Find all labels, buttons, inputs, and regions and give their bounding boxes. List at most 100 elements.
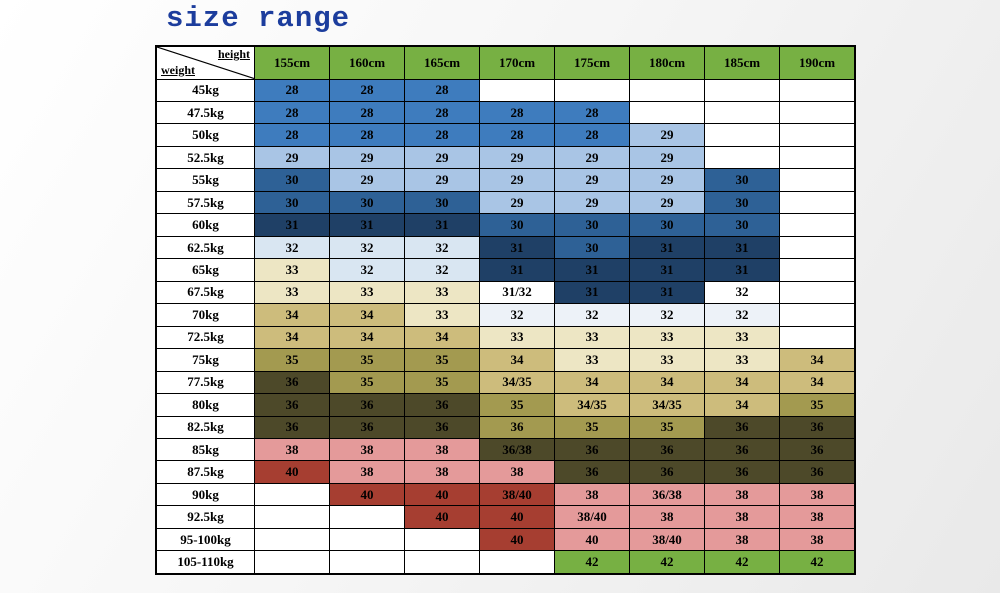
- row-header-72.5kg: 72.5kg: [155, 325, 255, 350]
- size-cell: 38: [554, 482, 630, 507]
- size-cell: 36: [629, 460, 705, 484]
- row-header-90kg: 90kg: [155, 482, 255, 507]
- table-row: 72.5kg 34 34 34 33 33 33 33: [155, 325, 856, 350]
- size-cell: 35: [254, 348, 330, 372]
- empty-cell: [329, 550, 405, 575]
- size-cell: 28: [479, 100, 555, 125]
- empty-cell: [779, 190, 856, 215]
- column-header-155cm: 155cm: [254, 45, 330, 80]
- size-cell: 28: [404, 100, 480, 125]
- size-cell: 29: [629, 145, 705, 170]
- size-cell: 36: [704, 460, 780, 484]
- size-cell: 33: [629, 325, 705, 350]
- empty-cell: [554, 78, 630, 102]
- weight-axis-label: weight: [161, 62, 195, 77]
- size-cell: 28: [254, 100, 330, 125]
- table-row: 60kg 31 31 31 30 30 30 30: [155, 213, 856, 237]
- size-cell: 31/32: [479, 280, 555, 305]
- row-header-55kg: 55kg: [155, 168, 255, 192]
- table-row: 85kg 38 38 38 36/38 36 36 36 36: [155, 437, 856, 462]
- size-cell: 34: [254, 325, 330, 350]
- height-axis-label: height: [217, 47, 250, 61]
- size-cell: 38: [779, 505, 856, 529]
- size-cell: 33: [479, 325, 555, 350]
- size-cell: 38: [629, 505, 705, 529]
- size-cell: 29: [404, 145, 480, 170]
- size-cell: 30: [254, 168, 330, 192]
- size-cell: 36: [404, 415, 480, 440]
- size-cell: 28: [254, 123, 330, 147]
- size-cell: 38: [329, 437, 405, 462]
- table-row: 75kg 35 35 35 34 33 33 33 34: [155, 348, 856, 372]
- row-header-67.5kg: 67.5kg: [155, 280, 255, 305]
- size-cell: 29: [404, 168, 480, 192]
- size-cell: 29: [629, 123, 705, 147]
- size-cell: 38: [479, 460, 555, 484]
- row-header-70kg: 70kg: [155, 303, 255, 327]
- size-cell: 32: [329, 258, 405, 282]
- table-row: 55kg 30 29 29 29 29 29 30: [155, 168, 856, 192]
- size-cell: 34: [479, 348, 555, 372]
- size-cell: 33: [554, 325, 630, 350]
- size-cell: 42: [554, 550, 630, 575]
- size-cell: 38: [254, 437, 330, 462]
- size-cell: 28: [554, 123, 630, 147]
- size-cell: 36/38: [629, 482, 705, 507]
- column-header-185cm: 185cm: [704, 45, 780, 80]
- size-cell: 33: [554, 348, 630, 372]
- table-row: 50kg 28 28 28 28 28 29: [155, 123, 856, 147]
- column-header-175cm: 175cm: [554, 45, 630, 80]
- size-cell: 32: [554, 303, 630, 327]
- size-cell: 42: [629, 550, 705, 575]
- size-cell: 31: [629, 258, 705, 282]
- size-cell: 31: [479, 235, 555, 260]
- size-cell: 35: [479, 393, 555, 417]
- size-cell: 34: [254, 303, 330, 327]
- size-cell: 28: [404, 123, 480, 147]
- size-cell: 33: [404, 303, 480, 327]
- size-cell: 36: [329, 393, 405, 417]
- row-header-47.5kg: 47.5kg: [155, 100, 255, 125]
- row-header-57.5kg: 57.5kg: [155, 190, 255, 215]
- size-cell: 34: [404, 325, 480, 350]
- size-cell: 36: [779, 437, 856, 462]
- diagonal-divider-line: [157, 47, 254, 78]
- size-cell: 30: [704, 168, 780, 192]
- row-header-62.5kg: 62.5kg: [155, 235, 255, 260]
- table-row: 82.5kg 36 36 36 36 35 35 36 36: [155, 415, 856, 440]
- size-cell: 32: [329, 235, 405, 260]
- size-cell: 40: [404, 505, 480, 529]
- size-cell: 28: [329, 78, 405, 102]
- size-cell: 38: [404, 460, 480, 484]
- empty-cell: [254, 482, 330, 507]
- size-cell: 35: [329, 348, 405, 372]
- table-row: 105-110kg 42 42 42 42: [155, 550, 856, 575]
- size-cell: 30: [704, 190, 780, 215]
- size-cell: 34: [779, 370, 856, 395]
- size-cell: 31: [704, 235, 780, 260]
- size-cell: 36: [554, 437, 630, 462]
- size-cell: 30: [404, 190, 480, 215]
- table-row: 95-100kg 40 40 38/40 38 38: [155, 527, 856, 552]
- size-cell: 31: [329, 213, 405, 237]
- size-cell: 40: [254, 460, 330, 484]
- size-cell: 38/40: [479, 482, 555, 507]
- size-cell: 31: [404, 213, 480, 237]
- size-cell: 29: [479, 168, 555, 192]
- size-cell: 38/40: [554, 505, 630, 529]
- size-cell: 32: [254, 235, 330, 260]
- corner-cell: height weight: [155, 45, 255, 80]
- empty-cell: [779, 168, 856, 192]
- column-header-170cm: 170cm: [479, 45, 555, 80]
- empty-cell: [704, 145, 780, 170]
- size-cell: 28: [329, 100, 405, 125]
- empty-cell: [404, 550, 480, 575]
- row-header-45kg: 45kg: [155, 78, 255, 102]
- size-cell: 38/40: [629, 527, 705, 552]
- empty-cell: [779, 100, 856, 125]
- row-header-82.5kg: 82.5kg: [155, 415, 255, 440]
- size-cell: 36: [704, 437, 780, 462]
- row-header-52.5kg: 52.5kg: [155, 145, 255, 170]
- size-cell: 31: [254, 213, 330, 237]
- size-cell: 29: [554, 145, 630, 170]
